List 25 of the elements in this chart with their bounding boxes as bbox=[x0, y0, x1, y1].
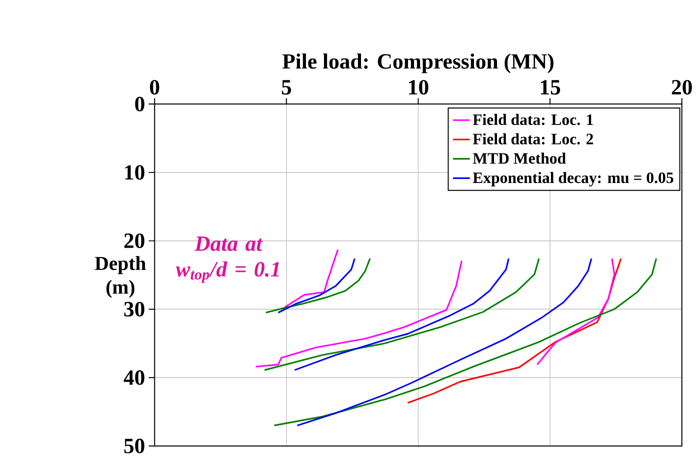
x-tick-label: 15 bbox=[540, 80, 560, 95]
line-series bbox=[294, 258, 510, 371]
y-axis-title: Depth (m) bbox=[94, 256, 146, 298]
legend-label: MTD Method bbox=[472, 152, 566, 164]
y-tick-label: 50 bbox=[124, 438, 144, 454]
line-series bbox=[536, 258, 616, 366]
x-tick-label: 20 bbox=[672, 80, 692, 95]
line-series bbox=[277, 258, 356, 314]
y-tick-label: 20 bbox=[124, 234, 144, 248]
x-axis-title: Pile load: Compression (MN) bbox=[282, 54, 554, 74]
x-tick-label: 0 bbox=[150, 80, 160, 95]
annotation: Data at w$_{top}$/d = 0.1 bbox=[176, 236, 279, 283]
line-series bbox=[255, 260, 463, 368]
x-tick-label: 10 bbox=[409, 80, 428, 95]
line-series bbox=[284, 249, 339, 308]
line-series bbox=[296, 258, 592, 426]
x-tick-label: 5 bbox=[282, 80, 292, 95]
y-tick-label: 40 bbox=[124, 370, 144, 386]
y-tick-label: 0 bbox=[135, 96, 144, 112]
legend-label: Field data: Loc. 2 bbox=[472, 133, 594, 145]
y-tick-label: 30 bbox=[124, 302, 144, 317]
line-series bbox=[406, 258, 622, 404]
legend-label: Field data: Loc. 1 bbox=[472, 114, 593, 126]
y-tick-label: 10 bbox=[125, 165, 144, 180]
legend-label: Exponential decay: mu = 0.05 bbox=[472, 172, 674, 186]
